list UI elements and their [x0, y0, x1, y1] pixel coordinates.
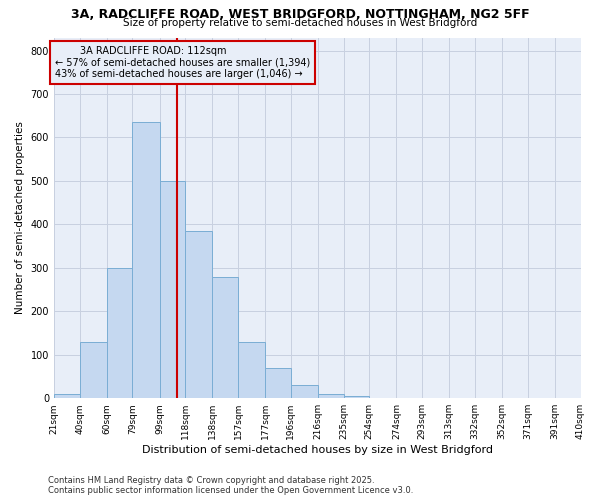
Bar — [133, 122, 160, 398]
Bar — [318, 394, 344, 398]
Bar — [80, 342, 107, 398]
Text: 3A RADCLIFFE ROAD: 112sqm
← 57% of semi-detached houses are smaller (1,394)
43% : 3A RADCLIFFE ROAD: 112sqm ← 57% of semi-… — [55, 46, 311, 80]
Text: Contains HM Land Registry data © Crown copyright and database right 2025.
Contai: Contains HM Land Registry data © Crown c… — [48, 476, 413, 495]
Y-axis label: Number of semi-detached properties: Number of semi-detached properties — [15, 122, 25, 314]
Bar — [291, 385, 318, 398]
Text: Size of property relative to semi-detached houses in West Bridgford: Size of property relative to semi-detach… — [123, 18, 477, 28]
X-axis label: Distribution of semi-detached houses by size in West Bridgford: Distribution of semi-detached houses by … — [142, 445, 493, 455]
Bar — [185, 231, 212, 398]
Bar — [238, 342, 265, 398]
Bar — [54, 394, 80, 398]
Bar — [265, 368, 291, 398]
Bar — [160, 181, 185, 398]
Text: 3A, RADCLIFFE ROAD, WEST BRIDGFORD, NOTTINGHAM, NG2 5FF: 3A, RADCLIFFE ROAD, WEST BRIDGFORD, NOTT… — [71, 8, 529, 20]
Bar — [107, 268, 133, 398]
Bar — [344, 396, 370, 398]
Bar — [212, 276, 238, 398]
